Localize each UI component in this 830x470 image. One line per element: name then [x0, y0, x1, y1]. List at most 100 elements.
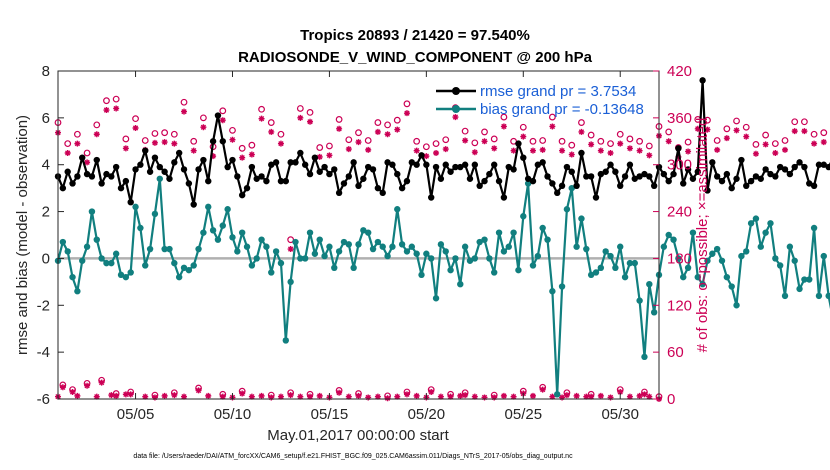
bias-point [689, 229, 697, 236]
y-right-tick-label: 60 [667, 344, 684, 361]
rmse-point [486, 170, 493, 178]
rmse-series [54, 77, 830, 208]
rmse-point [282, 177, 289, 185]
bias-point [103, 259, 110, 267]
bias-point [607, 252, 614, 260]
obs-assimilated-marker [394, 126, 401, 133]
rmse-point [767, 170, 774, 178]
bias-point [621, 273, 629, 281]
bias-point [112, 250, 120, 257]
bias-point [694, 273, 701, 281]
bias-point [93, 236, 100, 243]
rmse-point [786, 170, 794, 178]
y-right-tick-label: 360 [667, 110, 692, 127]
x-tick-label: 05/15 [311, 406, 349, 423]
rmse-point [801, 163, 808, 171]
rmse-point [219, 138, 226, 145]
y-left-tick-label: -2 [37, 297, 50, 314]
obs-possible-marker [364, 137, 372, 144]
rmse-point [69, 180, 76, 187]
y-right-tick-label: 120 [667, 297, 692, 314]
y-right-tick-label: 0 [667, 391, 675, 408]
obs-assimilated-marker [103, 107, 110, 114]
rmse-point [398, 184, 406, 192]
low-obs-assimilated-marker [500, 392, 507, 399]
low-obs-assimilated-marker [529, 392, 536, 399]
obs-assimilated-marker [626, 145, 633, 152]
obs-assimilated-marker [200, 124, 207, 131]
obs-assimilated-marker [248, 151, 255, 158]
rmse-point [142, 147, 149, 154]
obs-possible-marker [93, 121, 101, 129]
obs-possible-marker [529, 137, 537, 145]
low-obs-assimilated-marker [127, 391, 134, 398]
chart-title: Tropics 20893 / 21420 = 97.540% [300, 27, 530, 44]
obs-possible-marker [713, 137, 721, 144]
rmse-point [621, 173, 629, 180]
obs-possible-marker [219, 107, 227, 115]
obs-assimilated-marker [258, 115, 265, 122]
rmse-point [127, 199, 134, 206]
bias-point [316, 236, 323, 243]
bias-point [79, 257, 86, 264]
bias-point [355, 241, 362, 248]
low-obs-assimilated-marker [268, 394, 275, 401]
obs-assimilated-marker [307, 118, 314, 125]
low-obs-assimilated-marker [636, 392, 643, 399]
bias-point [374, 238, 382, 246]
bias-point [810, 224, 818, 232]
low-obs-assimilated-marker [219, 393, 226, 400]
rmse-point [723, 170, 731, 178]
rmse-point [292, 159, 299, 166]
rmse-point [301, 161, 309, 168]
obs-possible-marker [801, 118, 808, 126]
rmse-point [200, 156, 207, 164]
obs-assimilated-marker [277, 140, 284, 147]
obs-possible-marker [413, 137, 421, 145]
obs-assimilated-marker [617, 140, 624, 147]
low-obs-assimilated-marker [84, 382, 91, 389]
obs-assimilated-marker [733, 127, 740, 134]
rmse-point [733, 175, 740, 182]
bias-point [132, 203, 139, 211]
bias-point [263, 243, 270, 250]
obs-possible-marker [723, 125, 731, 133]
obs-assimilated-marker [93, 131, 100, 138]
x-axis-ticks: 05/05 05/10 05/15 05/20 05/25 05/30 [117, 406, 639, 423]
bias-point [142, 262, 149, 269]
rmse-point [161, 168, 168, 175]
rmse-point [709, 159, 716, 166]
rmse-point [743, 182, 750, 189]
rmse-point [631, 175, 638, 182]
obs-assimilated-marker [210, 153, 217, 160]
rmse-point [457, 163, 464, 171]
obs-possible-marker [229, 126, 236, 134]
obs-assimilated-marker [714, 146, 721, 153]
bias-point [258, 236, 265, 243]
obs-possible-marker [83, 149, 91, 157]
low-obs-assimilated-marker [539, 386, 546, 393]
bias-point [200, 229, 207, 236]
low-obs-assimilated-marker [607, 394, 614, 401]
rmse-point [573, 182, 580, 189]
obs-possible-marker [684, 138, 692, 146]
low-obs-assimilated-marker [258, 392, 265, 399]
low-obs-assimilated-marker [646, 393, 653, 400]
bias-point [820, 252, 827, 260]
bias-point [491, 269, 498, 276]
plot-area [58, 71, 659, 399]
y-right-tick-label: 420 [667, 63, 692, 80]
bias-point [529, 262, 537, 269]
rmse-point [806, 180, 813, 187]
rmse-point [466, 175, 474, 182]
obs-possible-marker [587, 131, 595, 139]
low-obs-assimilated-marker [98, 379, 105, 386]
bias-point [214, 236, 222, 243]
obs-assimilated-marker [820, 139, 827, 146]
bias-point [331, 264, 338, 271]
rmse-point [704, 187, 711, 194]
rmse-point [617, 182, 624, 189]
obs-assimilated-marker [743, 133, 750, 140]
low-obs-assimilated-marker [563, 392, 570, 399]
bias-point [88, 208, 96, 215]
